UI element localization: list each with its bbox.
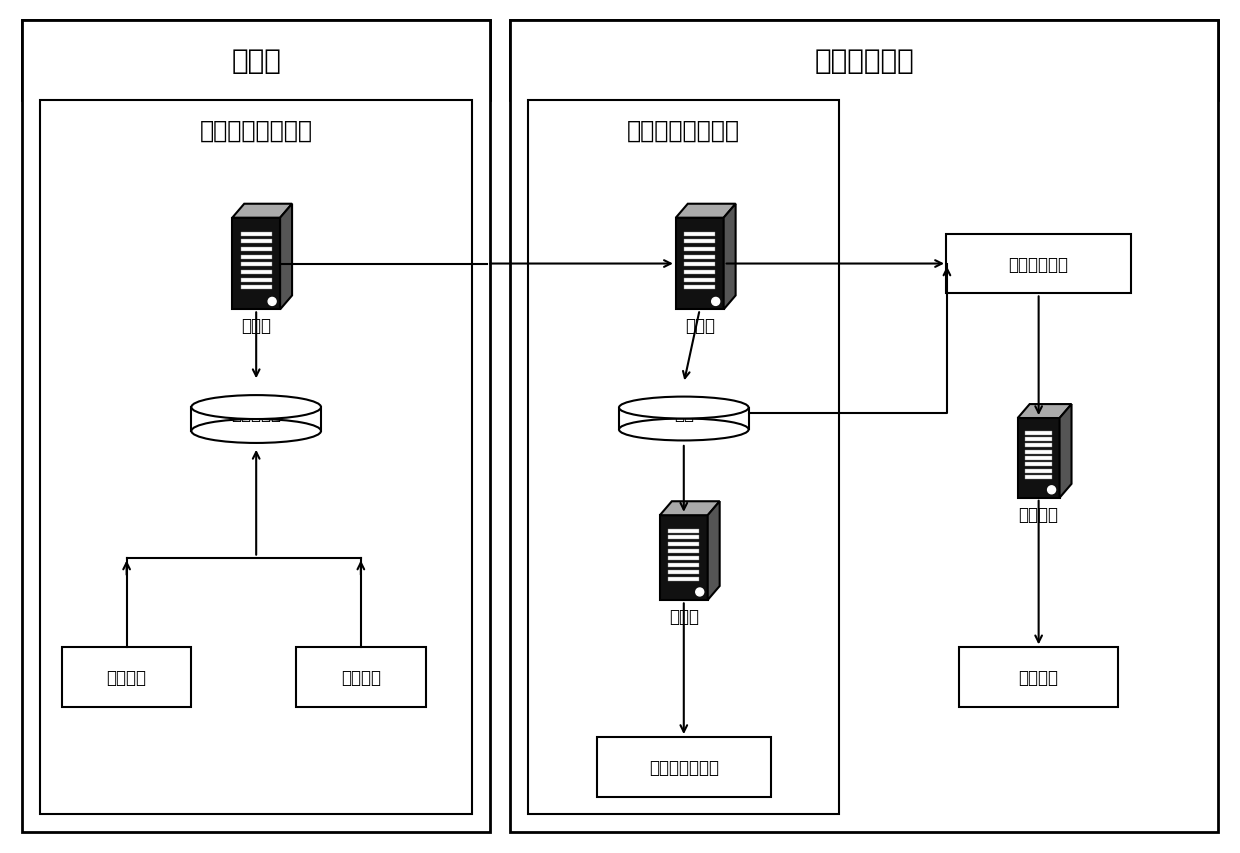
Circle shape <box>268 298 277 306</box>
Bar <box>1025 463 1053 467</box>
Bar <box>668 570 699 574</box>
Text: 服务器: 服务器 <box>242 317 272 335</box>
Bar <box>511 21 1218 101</box>
Bar <box>660 515 708 601</box>
Polygon shape <box>1018 404 1071 419</box>
Bar <box>241 286 272 290</box>
Text: 应用发布服务器: 应用发布服务器 <box>649 758 719 776</box>
Bar <box>241 247 272 252</box>
Text: 数据源: 数据源 <box>231 47 281 75</box>
Bar <box>668 556 699 560</box>
Bar <box>241 241 272 244</box>
Bar <box>596 737 771 797</box>
Bar <box>241 270 272 275</box>
Bar <box>668 563 699 567</box>
Polygon shape <box>280 205 293 310</box>
Circle shape <box>696 589 704 596</box>
Bar <box>684 286 715 290</box>
Bar <box>296 647 425 707</box>
Bar <box>1025 469 1053 473</box>
Polygon shape <box>708 502 719 601</box>
Bar <box>668 577 699 581</box>
Bar <box>191 396 321 432</box>
Text: 数据: 数据 <box>673 404 694 422</box>
Bar <box>668 536 699 540</box>
Ellipse shape <box>619 397 749 419</box>
Bar <box>1025 432 1053 435</box>
Bar <box>684 278 715 282</box>
Bar <box>22 21 491 101</box>
Bar <box>528 101 839 814</box>
Text: 监测数据: 监测数据 <box>1018 669 1059 687</box>
Bar <box>959 647 1118 707</box>
Bar <box>684 263 715 267</box>
Text: 系统运行异常: 系统运行异常 <box>1008 255 1069 273</box>
Bar <box>668 549 699 554</box>
Text: 统计模块: 统计模块 <box>1018 505 1059 523</box>
Bar <box>619 397 749 430</box>
Circle shape <box>712 298 719 306</box>
Bar <box>684 241 715 244</box>
Text: 服务器: 服务器 <box>684 317 714 335</box>
Bar <box>62 647 191 707</box>
Text: 服务器: 服务器 <box>668 607 699 625</box>
Polygon shape <box>232 205 293 218</box>
Polygon shape <box>660 502 719 515</box>
Bar <box>511 21 1218 832</box>
Text: 用电信息采集系统: 用电信息采集系统 <box>200 119 312 142</box>
Text: 曲线数据: 曲线数据 <box>341 669 381 687</box>
Ellipse shape <box>619 419 749 441</box>
Text: 示值数据: 示值数据 <box>107 669 146 687</box>
Bar <box>241 278 272 282</box>
Circle shape <box>1048 486 1055 494</box>
Text: 异常数据识别模块: 异常数据识别模块 <box>627 119 740 142</box>
Bar <box>241 255 272 259</box>
Bar <box>1025 444 1053 448</box>
Bar <box>668 529 699 533</box>
Bar <box>684 247 715 252</box>
Bar <box>1025 456 1053 461</box>
Bar <box>684 255 715 259</box>
Bar <box>676 218 724 310</box>
Polygon shape <box>724 205 735 310</box>
Bar <box>946 235 1131 294</box>
Bar <box>1025 450 1053 454</box>
Bar <box>1018 419 1059 498</box>
Text: 运行监控系统: 运行监控系统 <box>815 47 914 75</box>
Bar <box>22 21 491 832</box>
Bar <box>1025 475 1053 479</box>
Bar <box>668 543 699 547</box>
Ellipse shape <box>191 420 321 444</box>
Bar <box>241 263 272 267</box>
Ellipse shape <box>191 396 321 420</box>
Text: 采集数据库: 采集数据库 <box>231 404 281 422</box>
Polygon shape <box>1059 404 1071 498</box>
Polygon shape <box>676 205 735 218</box>
Bar <box>40 101 472 814</box>
Bar <box>1025 438 1053 442</box>
Bar <box>684 233 715 236</box>
Bar <box>241 233 272 236</box>
Bar <box>684 270 715 275</box>
Bar <box>232 218 280 310</box>
